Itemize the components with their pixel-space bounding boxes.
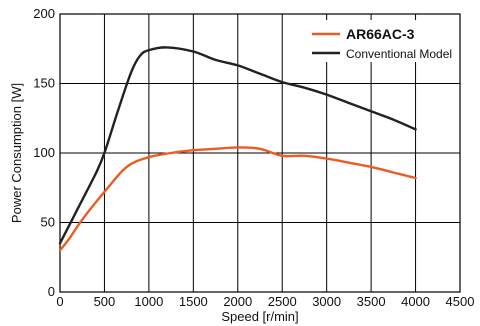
y-tick-label: 150	[33, 76, 55, 91]
y-axis-ticks: 0 50 100 150 200	[33, 6, 55, 299]
x-axis-title: Speed [r/min]	[221, 309, 298, 324]
x-tick-label: 500	[94, 294, 116, 309]
legend-label: AR66AC-3	[346, 26, 415, 42]
x-axis-ticks: 0 500 1000 1500 2000 2500 3000 3500 4000 4500	[56, 294, 474, 309]
legend: AR66AC-3 Conventional Model	[308, 20, 454, 62]
y-axis-title: Power Consumption [W]	[9, 83, 24, 223]
series-line-conventional-model	[58, 46, 417, 245]
x-tick-label: 1500	[179, 294, 208, 309]
legend-label: Conventional Model	[346, 47, 452, 61]
series-lines	[58, 46, 417, 252]
x-tick-label: 3500	[357, 294, 386, 309]
y-tick-label: 100	[33, 145, 55, 160]
plot-area-frame	[59, 13, 461, 293]
x-tick-label: 4500	[446, 294, 475, 309]
y-tick-label: 200	[33, 6, 55, 21]
x-tick-label: 3000	[312, 294, 341, 309]
x-tick-label: 4000	[401, 294, 430, 309]
x-tick-label: 2500	[268, 294, 297, 309]
x-tick-label: 0	[56, 294, 63, 309]
x-tick-label: 1000	[134, 294, 163, 309]
legend-background	[308, 20, 454, 62]
y-tick-label: 50	[41, 215, 55, 230]
x-tick-label: 2000	[223, 294, 252, 309]
series-line-ar66ac-3	[58, 146, 417, 252]
y-tick-label: 0	[48, 284, 55, 299]
